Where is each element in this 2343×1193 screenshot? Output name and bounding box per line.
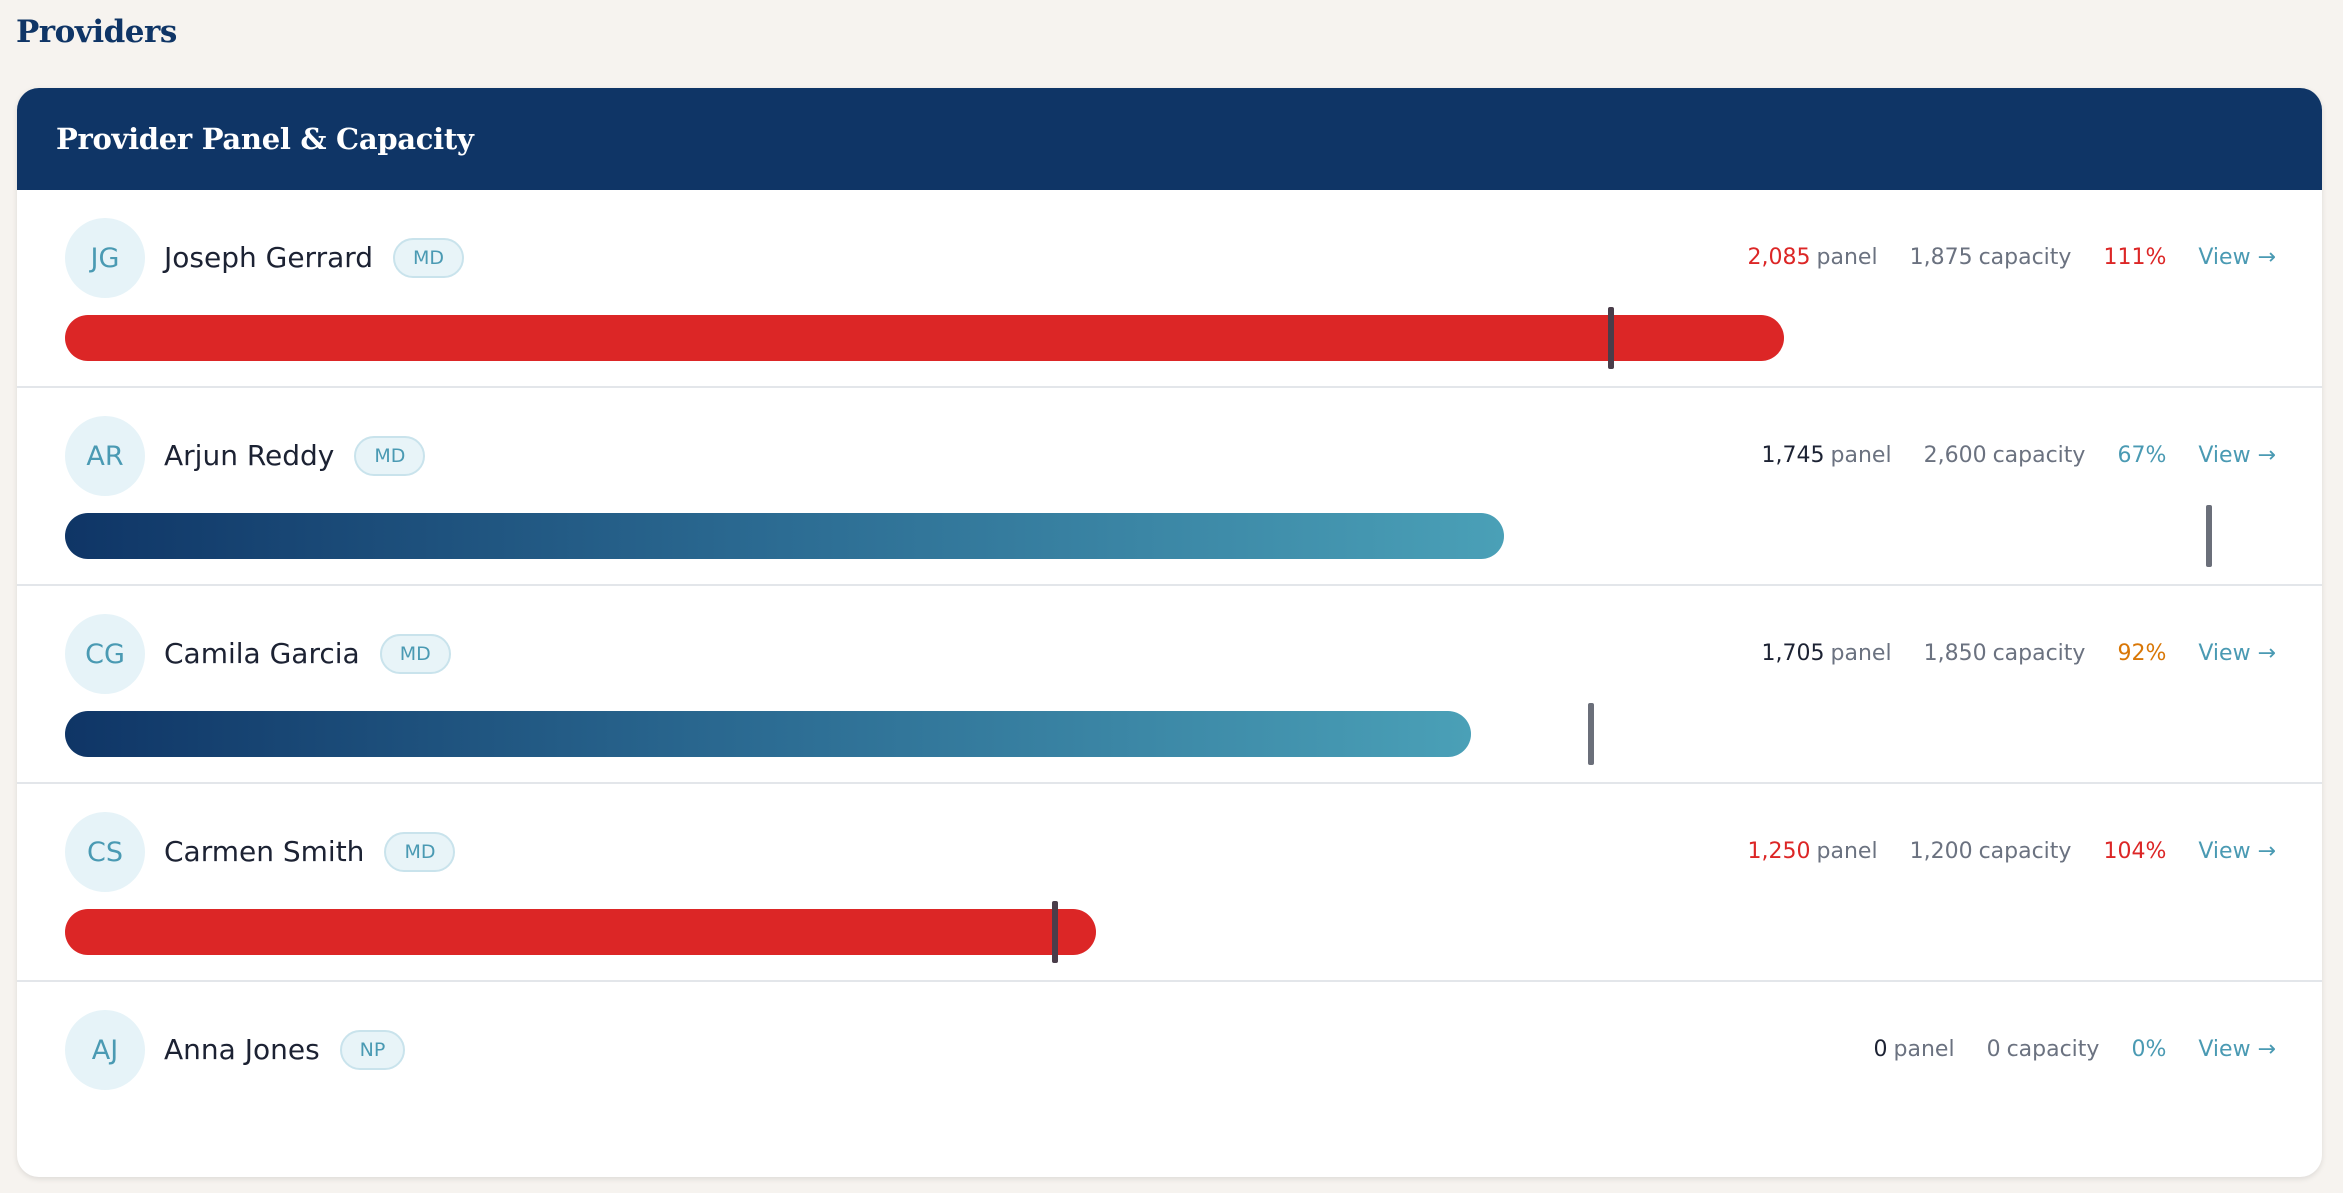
card-title: Provider Panel & Capacity xyxy=(56,122,474,156)
capacity-stat: 1,200 capacity xyxy=(1910,834,2072,870)
utilization-percent: 67% xyxy=(2117,443,2167,468)
provider-stats: 1,705 panel 1,850 capacity 92% View → xyxy=(1762,636,2276,672)
panel-bar xyxy=(65,315,1785,361)
panel-count: 1,250 xyxy=(1747,839,1811,864)
panel-label: panel xyxy=(1830,443,1892,468)
avatar: CS xyxy=(65,812,145,892)
role-badge: MD xyxy=(384,832,456,872)
panel-bar xyxy=(65,711,1471,757)
capacity-label: capacity xyxy=(1978,839,2072,864)
panel-count: 2,085 xyxy=(1747,245,1811,270)
provider-stats: 1,745 panel 2,600 capacity 67% View → xyxy=(1762,438,2276,474)
role-badge: NP xyxy=(339,1030,406,1070)
provider-stats: 1,250 panel 1,200 capacity 104% View → xyxy=(1748,834,2276,870)
panel-label: panel xyxy=(1830,641,1892,666)
provider-row: JG Joseph Gerrard MD 2,085 panel 1,875 cap… xyxy=(17,190,2322,388)
card-header: Provider Panel & Capacity xyxy=(17,88,2322,190)
provider-row: AR Arjun Reddy MD 1,745 panel 2,600 capaci… xyxy=(17,388,2322,586)
utilization-percent: 92% xyxy=(2117,641,2167,666)
provider-name: Joseph Gerrard MD xyxy=(164,238,465,278)
view-link[interactable]: View → xyxy=(2198,245,2276,270)
capacity-count: 1,850 xyxy=(1923,641,1987,666)
provider-stats: 2,085 panel 1,875 capacity 111% View → xyxy=(1748,240,2276,276)
capacity-track xyxy=(65,505,2275,567)
provider-row: CG Camila Garcia MD 1,705 panel 1,850 capa… xyxy=(17,586,2322,784)
panel-count: 0 xyxy=(1873,1037,1888,1062)
capacity-stat: 2,600 capacity xyxy=(1924,438,2086,474)
view-link[interactable]: View → xyxy=(2198,443,2276,468)
provider-name: Carmen Smith MD xyxy=(164,832,456,872)
panel-count: 1,745 xyxy=(1761,443,1825,468)
panel-label: panel xyxy=(1816,839,1878,864)
avatar: CG xyxy=(65,614,145,694)
utilization-percent: 0% xyxy=(2131,1037,2167,1062)
capacity-stat: 1,875 capacity xyxy=(1910,240,2072,276)
provider-name-text: Joseph Gerrard xyxy=(164,241,374,274)
role-badge: MD xyxy=(354,436,426,476)
capacity-track xyxy=(65,703,2275,765)
panel-stat: 2,085 panel xyxy=(1748,240,1878,276)
page-title: Providers xyxy=(16,14,177,50)
panel-bar xyxy=(65,909,1096,955)
panel-stat: 1,705 panel xyxy=(1762,636,1892,672)
view-link[interactable]: View → xyxy=(2198,1037,2276,1062)
provider-name-text: Camila Garcia xyxy=(164,637,360,670)
provider-name-text: Carmen Smith xyxy=(164,835,365,868)
provider-stats: 0 panel 0 capacity 0% View → xyxy=(1874,1032,2276,1068)
role-badge: MD xyxy=(393,238,465,278)
capacity-count: 1,200 xyxy=(1909,839,1973,864)
panel-count: 1,705 xyxy=(1761,641,1825,666)
capacity-count: 1,875 xyxy=(1909,245,1973,270)
capacity-marker xyxy=(1608,307,1615,369)
view-link[interactable]: View → xyxy=(2198,839,2276,864)
avatar: JG xyxy=(65,218,145,298)
panel-stat: 1,250 panel xyxy=(1748,834,1878,870)
capacity-stat: 1,850 capacity xyxy=(1924,636,2086,672)
capacity-label: capacity xyxy=(1992,641,2086,666)
provider-name: Anna Jones NP xyxy=(164,1030,406,1070)
capacity-stat: 0 capacity xyxy=(1987,1032,2100,1068)
provider-name-text: Anna Jones xyxy=(164,1033,320,1066)
capacity-label: capacity xyxy=(1978,245,2072,270)
provider-row: CS Carmen Smith MD 1,250 panel 1,200 capac… xyxy=(17,784,2322,982)
panel-bar xyxy=(65,513,1504,559)
capacity-label: capacity xyxy=(1992,443,2086,468)
provider-name-text: Arjun Reddy xyxy=(164,439,335,472)
capacity-count: 2,600 xyxy=(1923,443,1987,468)
panel-stat: 1,745 panel xyxy=(1762,438,1892,474)
capacity-track xyxy=(65,307,2275,369)
utilization-percent: 104% xyxy=(2103,839,2167,864)
provider-row: AJ Anna Jones NP 0 panel 0 capacity 0% Vie… xyxy=(17,982,2322,1177)
avatar: AR xyxy=(65,416,145,496)
capacity-label: capacity xyxy=(2006,1037,2100,1062)
capacity-marker xyxy=(2206,505,2213,567)
capacity-track xyxy=(65,901,2275,963)
panel-stat: 0 panel xyxy=(1874,1032,1955,1068)
view-link[interactable]: View → xyxy=(2198,641,2276,666)
panel-label: panel xyxy=(1816,245,1878,270)
capacity-count: 0 xyxy=(1986,1037,2001,1062)
provider-name: Camila Garcia MD xyxy=(164,634,451,674)
role-badge: MD xyxy=(379,634,451,674)
provider-name: Arjun Reddy MD xyxy=(164,436,426,476)
panel-label: panel xyxy=(1893,1037,1955,1062)
utilization-percent: 111% xyxy=(2103,245,2167,270)
capacity-marker xyxy=(1587,703,1594,765)
avatar: AJ xyxy=(65,1010,145,1090)
capacity-marker xyxy=(1051,901,1058,963)
provider-panel-card: Provider Panel & Capacity JG Joseph Gerr… xyxy=(17,88,2322,1177)
